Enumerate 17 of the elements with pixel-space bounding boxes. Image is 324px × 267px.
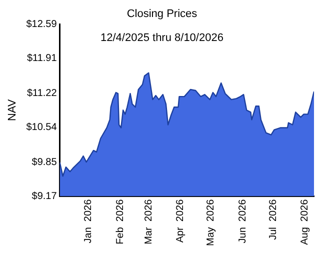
y-tick-label: $11.22 bbox=[26, 88, 58, 99]
x-tick-label: Aug 2026 bbox=[300, 198, 311, 245]
y-axis-title: NAV bbox=[6, 98, 19, 122]
y-tick-label: $10.54 bbox=[26, 122, 58, 134]
y-tick-label: $9.85 bbox=[32, 156, 58, 168]
x-tick-label: Jun 2026 bbox=[237, 198, 248, 244]
x-tick-label: Mar 2026 bbox=[143, 198, 154, 244]
y-tick-label: $12.59 bbox=[26, 18, 58, 30]
x-tick-label: Jan 2026 bbox=[83, 198, 94, 244]
x-tick-label: May 2026 bbox=[206, 198, 217, 246]
x-tick-label: Feb 2026 bbox=[114, 198, 126, 244]
y-tick-label: $11.91 bbox=[26, 53, 58, 64]
text: 12/4/2025 thru 8/10/2026 bbox=[100, 32, 224, 44]
chart-title: Closing Prices bbox=[126, 8, 198, 20]
x-tick-label: Jul 2026 bbox=[268, 198, 279, 240]
y-tick-label: $9.17 bbox=[32, 191, 58, 202]
x-tick-label: Apr 2026 bbox=[175, 198, 186, 243]
